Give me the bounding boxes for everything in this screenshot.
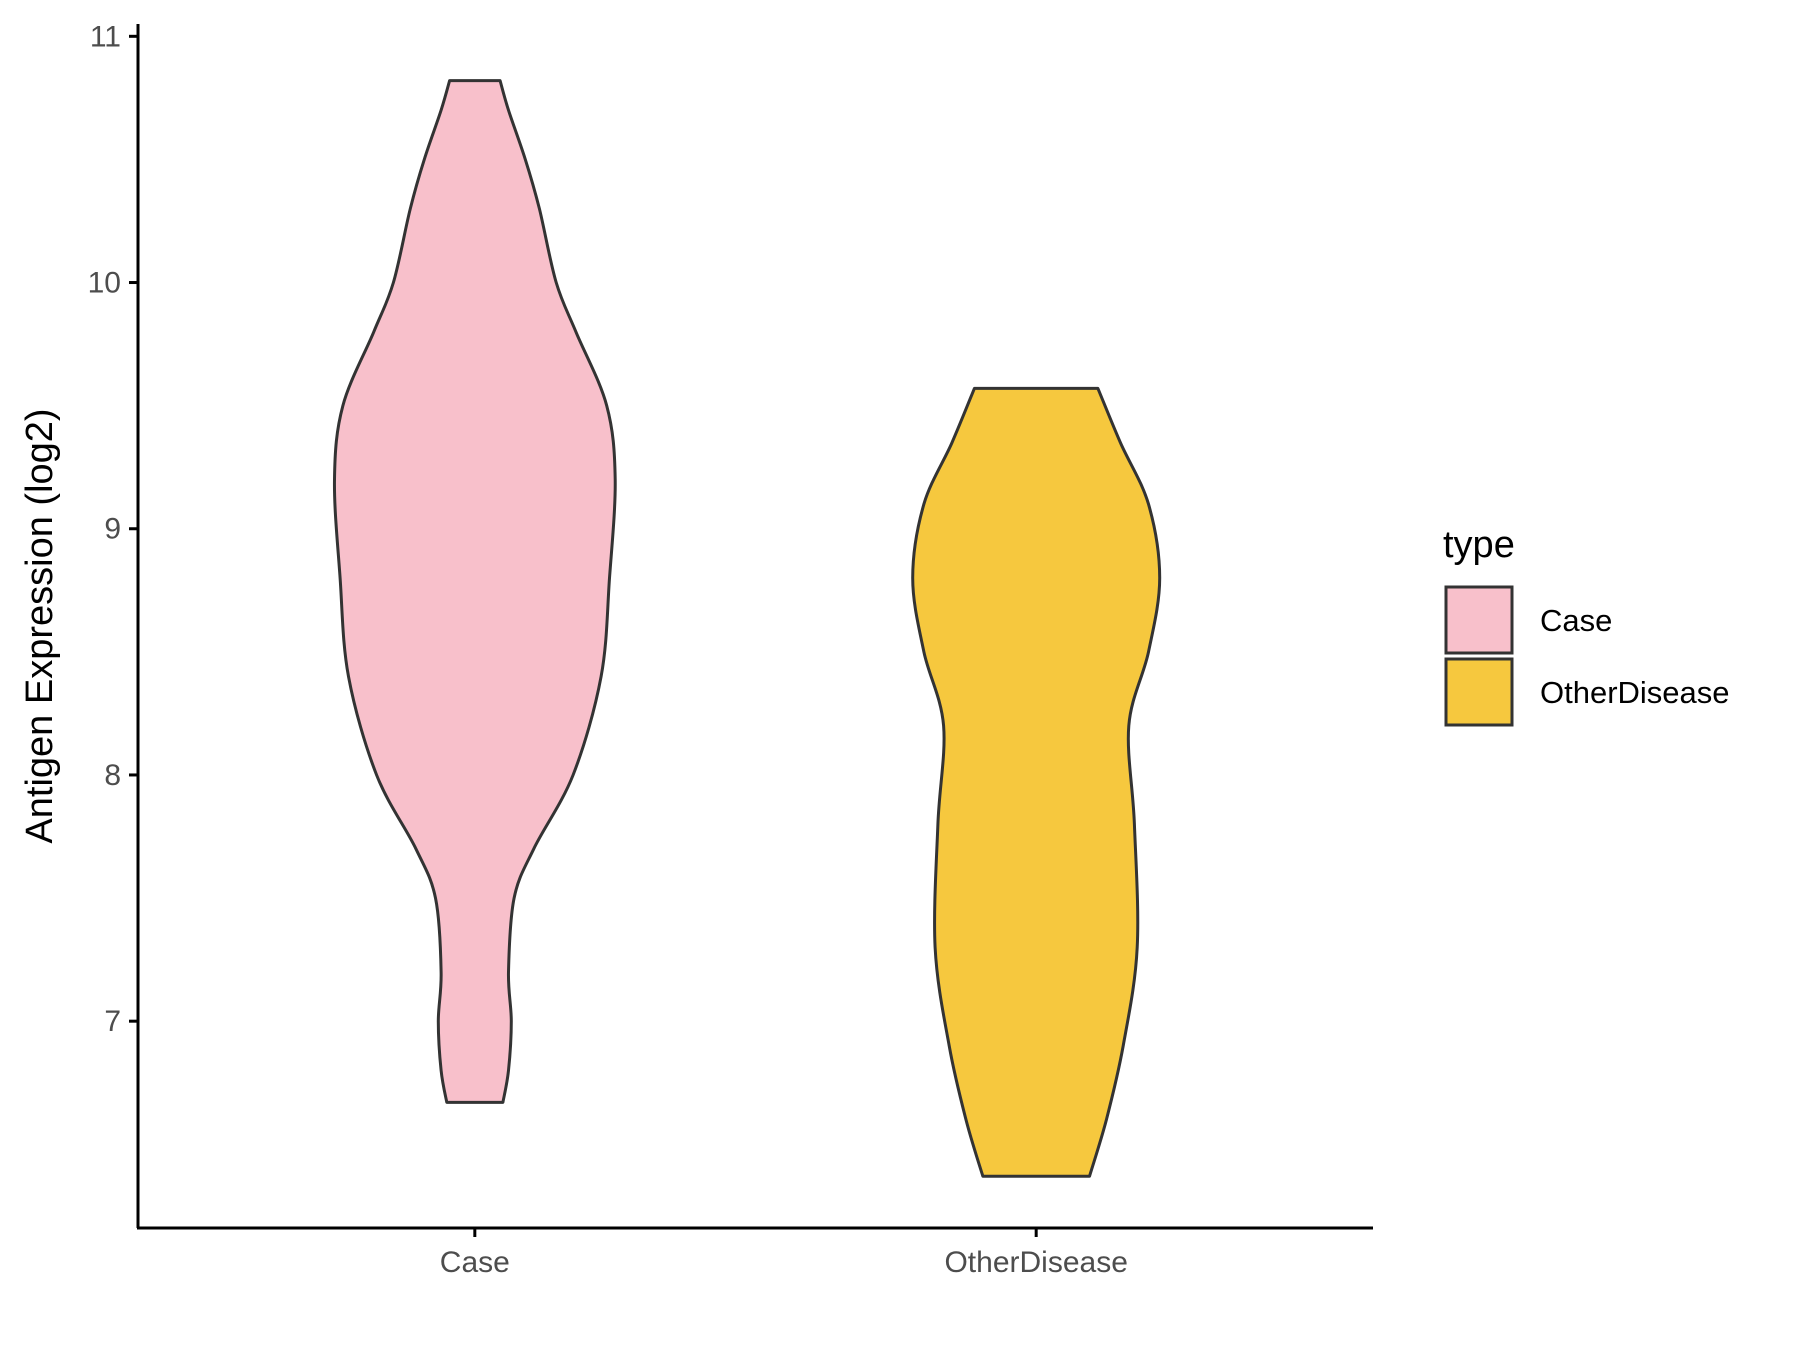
- legend-entries: Case OtherDisease: [1444, 585, 1730, 727]
- x-tick-label: Case: [440, 1246, 510, 1279]
- violin-case: [332, 79, 617, 1104]
- x-tick-label: OtherDisease: [944, 1246, 1127, 1279]
- y-tick-label: 10: [88, 267, 121, 300]
- violin-otherdisease: [911, 386, 1162, 1178]
- x-ticks: Case OtherDisease: [440, 1228, 1128, 1279]
- legend-title: type: [1443, 524, 1515, 566]
- y-tick-label: 11: [90, 20, 121, 53]
- y-axis-title: Antigen Expression (log2): [19, 408, 61, 843]
- y-tick-label: 9: [104, 513, 121, 546]
- legend-label: OtherDisease: [1540, 675, 1730, 710]
- legend: type Case OtherDisease: [1443, 524, 1730, 727]
- y-tick-label: 7: [104, 1005, 121, 1038]
- y-ticks: 7 8 9 10 11: [88, 20, 138, 1038]
- y-tick-label: 8: [104, 759, 121, 792]
- violins-layer: [332, 79, 1162, 1178]
- legend-swatch-case: [1444, 585, 1514, 655]
- legend-label: Case: [1540, 603, 1612, 638]
- legend-swatch-otherdisease: [1444, 657, 1514, 727]
